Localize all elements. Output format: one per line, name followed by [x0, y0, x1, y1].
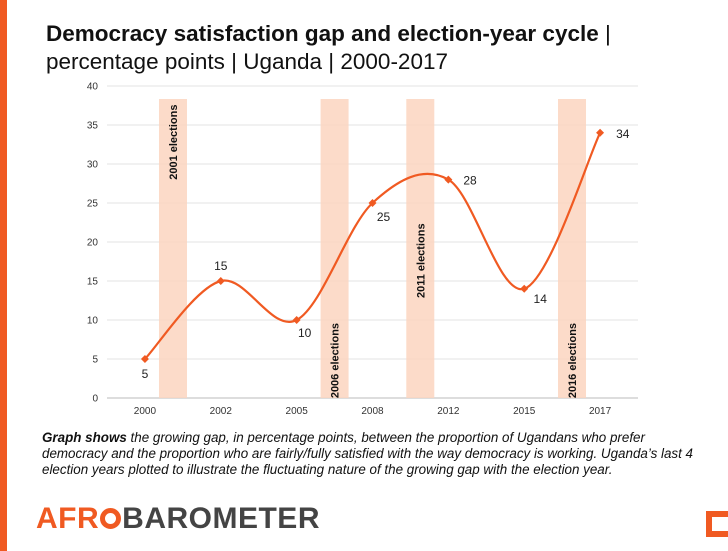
y-tick-label: 35: [87, 121, 99, 132]
data-label: 5: [142, 367, 149, 381]
y-tick-label: 20: [87, 238, 99, 249]
data-point: [140, 355, 149, 363]
chart-title: Democracy satisfaction gap and election-…: [46, 20, 686, 76]
caption-bold: Graph shows: [42, 430, 127, 445]
y-tick-label: 0: [92, 394, 98, 405]
election-band: [558, 99, 587, 398]
x-tick-label: 2002: [210, 406, 233, 417]
y-tick-label: 15: [87, 277, 99, 288]
data-point: [292, 316, 301, 324]
y-tick-label: 25: [87, 199, 99, 210]
chart-caption: Graph shows the growing gap, in percenta…: [42, 430, 702, 478]
election-band-label: 2011 elections: [415, 223, 427, 298]
chart-title-rest: | percentage points | Uganda | 2000-2017: [46, 21, 611, 74]
x-tick-label: 2015: [513, 406, 536, 417]
chart-title-bold: Democracy satisfaction gap and election-…: [46, 21, 599, 46]
data-label: 10: [298, 326, 312, 340]
data-point: [596, 128, 605, 137]
y-tick-label: 10: [87, 316, 99, 327]
data-label: 25: [377, 210, 391, 224]
data-label: 15: [214, 259, 228, 273]
corner-decoration: [706, 511, 728, 537]
data-label: 14: [534, 292, 548, 306]
y-tick-label: 30: [87, 160, 99, 171]
y-tick-label: 40: [87, 82, 99, 93]
logo-part1: AFR: [36, 502, 100, 535]
y-tick-label: 5: [92, 355, 98, 366]
x-tick-label: 2008: [361, 406, 384, 417]
logo-o-ring: [100, 508, 122, 529]
election-band-label: 2016 elections: [567, 323, 579, 398]
x-tick-label: 2012: [437, 406, 460, 417]
x-tick-label: 2017: [589, 406, 612, 417]
election-band: [158, 99, 187, 398]
data-point: [368, 199, 377, 207]
data-label: 28: [463, 174, 477, 188]
data-label: 34: [616, 127, 630, 141]
series-line: [144, 132, 602, 360]
data-point: [520, 284, 529, 293]
data-point: [444, 175, 453, 184]
election-band-label: 2001 elections: [168, 105, 180, 180]
x-tick-label: 2000: [134, 406, 157, 417]
left-accent-bar: [0, 0, 7, 551]
x-tick-label: 2005: [286, 406, 309, 417]
election-band-label: 2006 elections: [330, 323, 342, 398]
data-point: [216, 277, 225, 285]
line-chart: 0 5 10 15 20 25 30 35 40 2000 2002 2005 2008 2012 2015…: [87, 82, 638, 417]
caption-text: the growing gap, in percentage points, b…: [42, 430, 693, 477]
election-band: [406, 99, 435, 398]
afrobarometer-logo: AFR BAROMETER: [36, 502, 320, 536]
logo-part2: BAROMETER: [122, 502, 320, 535]
